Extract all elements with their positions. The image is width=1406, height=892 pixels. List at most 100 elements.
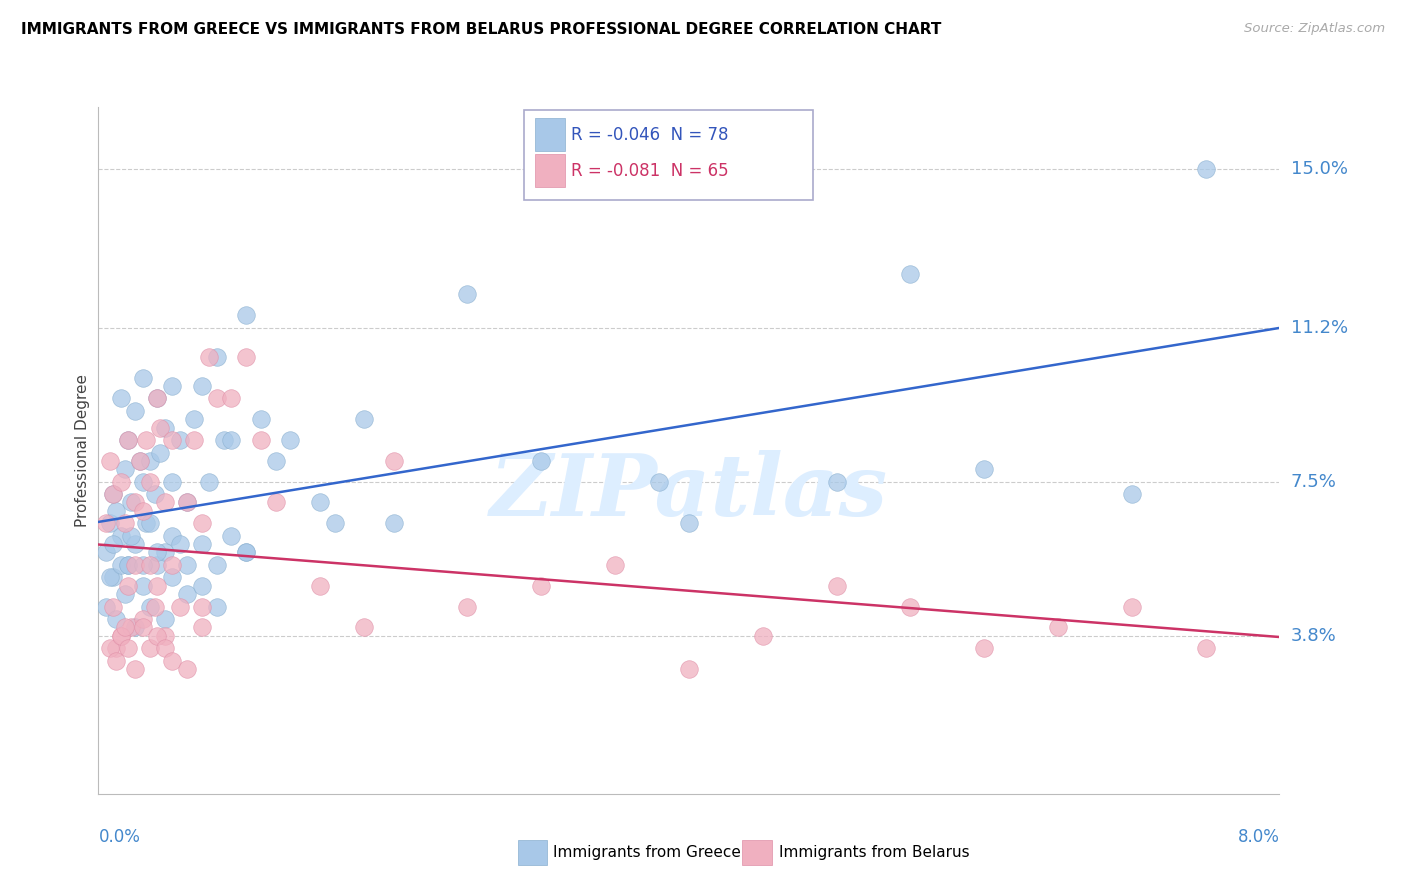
- Point: [221, 433, 243, 447]
- Point: [103, 537, 125, 551]
- Text: 0.0%: 0.0%: [98, 828, 141, 847]
- Point: [1121, 487, 1143, 501]
- Point: [114, 587, 136, 601]
- Point: [153, 420, 176, 434]
- Point: [457, 599, 479, 614]
- Point: [139, 475, 162, 489]
- Text: ZIPatlas: ZIPatlas: [489, 450, 889, 533]
- Point: [110, 558, 132, 572]
- Point: [752, 629, 775, 643]
- Point: [153, 641, 176, 656]
- Point: [176, 495, 198, 509]
- Point: [353, 620, 375, 634]
- Point: [114, 516, 136, 531]
- Point: [139, 454, 162, 468]
- Y-axis label: Professional Degree: Professional Degree: [75, 374, 90, 527]
- Point: [114, 462, 136, 476]
- Point: [146, 558, 169, 572]
- Point: [169, 433, 191, 447]
- Point: [124, 404, 146, 418]
- Point: [103, 487, 125, 501]
- Point: [198, 475, 221, 489]
- Point: [1046, 620, 1070, 634]
- Point: [132, 620, 155, 634]
- Point: [132, 370, 155, 384]
- Point: [191, 516, 214, 531]
- Text: 11.2%: 11.2%: [1291, 318, 1348, 336]
- Point: [382, 454, 405, 468]
- Point: [198, 350, 221, 364]
- Point: [124, 537, 146, 551]
- Point: [135, 516, 157, 531]
- Point: [162, 558, 183, 572]
- Point: [103, 487, 125, 501]
- Bar: [536, 118, 565, 151]
- Point: [176, 587, 198, 601]
- Point: [191, 579, 214, 593]
- Point: [143, 599, 166, 614]
- Point: [530, 454, 553, 468]
- Point: [94, 545, 117, 559]
- Point: [110, 629, 132, 643]
- Point: [678, 516, 700, 531]
- Point: [146, 629, 169, 643]
- Point: [183, 412, 205, 426]
- Point: [648, 475, 671, 489]
- Point: [205, 558, 228, 572]
- Point: [530, 579, 553, 593]
- Text: 7.5%: 7.5%: [1291, 473, 1337, 491]
- Point: [1121, 599, 1143, 614]
- Point: [235, 545, 257, 559]
- Text: IMMIGRANTS FROM GREECE VS IMMIGRANTS FROM BELARUS PROFESSIONAL DEGREE CORRELATIO: IMMIGRANTS FROM GREECE VS IMMIGRANTS FRO…: [21, 22, 942, 37]
- Text: R = -0.081  N = 65: R = -0.081 N = 65: [571, 162, 728, 180]
- Text: 8.0%: 8.0%: [1237, 828, 1279, 847]
- Point: [98, 641, 121, 656]
- Point: [153, 495, 176, 509]
- Point: [120, 529, 142, 543]
- Point: [235, 308, 257, 322]
- Point: [264, 454, 287, 468]
- Point: [139, 641, 162, 656]
- Point: [176, 558, 198, 572]
- Point: [205, 599, 228, 614]
- Point: [117, 433, 139, 447]
- Point: [94, 516, 117, 531]
- Point: [825, 475, 848, 489]
- Point: [117, 579, 139, 593]
- Point: [250, 412, 273, 426]
- Text: Immigrants from Belarus: Immigrants from Belarus: [779, 845, 969, 860]
- FancyBboxPatch shape: [523, 111, 813, 200]
- Point: [103, 599, 125, 614]
- Point: [98, 516, 121, 531]
- Point: [135, 433, 157, 447]
- Point: [149, 420, 172, 434]
- Point: [124, 620, 146, 634]
- Point: [132, 612, 155, 626]
- Point: [139, 558, 162, 572]
- Point: [139, 599, 162, 614]
- Point: [309, 579, 332, 593]
- Point: [153, 629, 176, 643]
- Point: [120, 495, 142, 509]
- Point: [183, 433, 205, 447]
- Text: Immigrants from Greece: Immigrants from Greece: [553, 845, 741, 860]
- Point: [176, 662, 198, 676]
- Point: [105, 504, 128, 518]
- Point: [162, 433, 183, 447]
- Point: [678, 662, 700, 676]
- Point: [132, 579, 155, 593]
- Point: [114, 620, 136, 634]
- Point: [212, 433, 235, 447]
- Point: [191, 599, 214, 614]
- Point: [124, 662, 146, 676]
- Point: [132, 504, 155, 518]
- Point: [117, 558, 139, 572]
- Text: 15.0%: 15.0%: [1291, 161, 1347, 178]
- Point: [110, 529, 132, 543]
- Point: [98, 454, 121, 468]
- Bar: [536, 154, 565, 187]
- Point: [94, 599, 117, 614]
- Point: [280, 433, 302, 447]
- Point: [1195, 162, 1218, 177]
- Point: [605, 558, 627, 572]
